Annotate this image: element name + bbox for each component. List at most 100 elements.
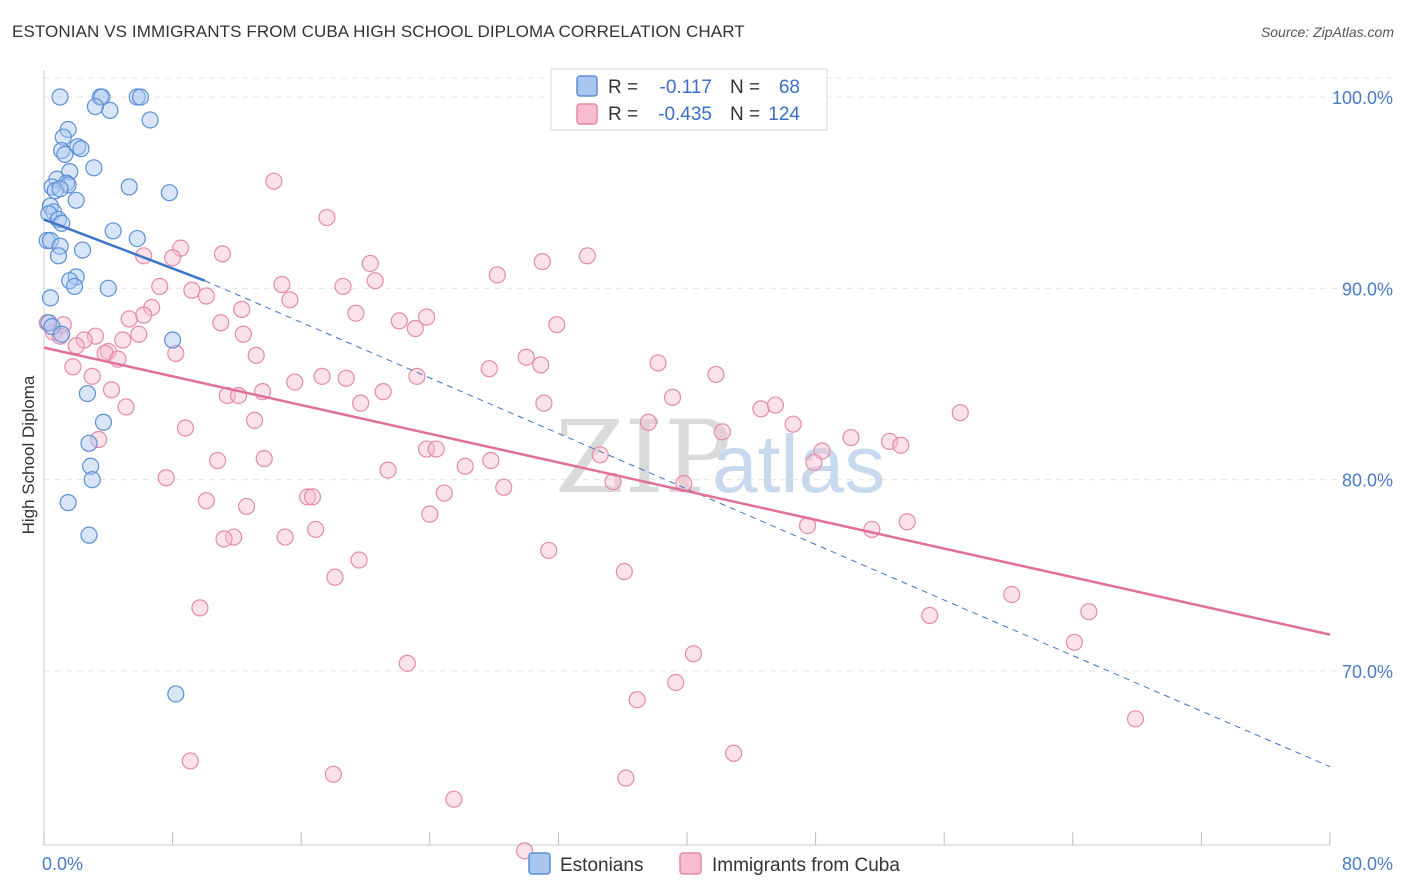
cuba-point-18 xyxy=(135,306,153,324)
cuba-point-113 xyxy=(628,691,646,709)
cuba-point-39 xyxy=(167,344,185,362)
cuba-point-22 xyxy=(390,312,408,330)
cuba-point-108 xyxy=(921,606,939,625)
estonians-point-51 xyxy=(59,494,77,512)
estonians-point-53 xyxy=(167,685,185,703)
estonians-point-41 xyxy=(41,289,60,307)
estonians-point-44 xyxy=(53,325,71,343)
cuba-point-10 xyxy=(273,275,291,294)
cuba-point-63 xyxy=(951,404,969,422)
cuba-point-6 xyxy=(361,254,379,273)
cuba-point-8 xyxy=(578,247,596,265)
series-estonians xyxy=(38,88,185,703)
estonians-point-39 xyxy=(65,277,84,296)
cuba-point-71 xyxy=(842,428,860,447)
y-tick-label-100: 100.0% xyxy=(1332,88,1393,108)
cuba-point-117 xyxy=(324,765,342,783)
estonians-point-13 xyxy=(72,140,90,158)
cuba-point-19 xyxy=(212,314,230,332)
cuba-point-84 xyxy=(157,469,175,487)
legend-n-label-1: N = xyxy=(730,77,760,98)
estonians-point-7 xyxy=(141,111,159,129)
cuba-point-50 xyxy=(337,369,355,387)
cuba-point-62 xyxy=(766,396,785,414)
cuba-point-97 xyxy=(863,520,881,539)
cuba-point-3 xyxy=(213,245,232,263)
estonians-point-47 xyxy=(94,413,113,431)
estonians-point-0 xyxy=(51,88,69,106)
cuba-point-24 xyxy=(417,308,436,326)
cuba-point-104 xyxy=(326,568,344,586)
cuba-point-5 xyxy=(164,249,182,267)
cuba-point-57 xyxy=(374,383,392,401)
cuba-point-107 xyxy=(1080,603,1098,621)
cuba-point-43 xyxy=(532,356,550,374)
estonians-point-14 xyxy=(85,159,103,177)
cuba-point-95 xyxy=(898,513,916,531)
legend-swatch-cuba xyxy=(576,103,598,125)
trend-lines xyxy=(43,218,1331,768)
watermark-zip: ZIP xyxy=(555,399,731,516)
series-immigrants-from-cuba xyxy=(38,172,1145,860)
legend-swatch-estonians xyxy=(576,75,598,97)
x-axis-ticks xyxy=(43,832,1331,845)
cuba-point-88 xyxy=(299,488,317,506)
cuba-point-49 xyxy=(313,367,331,385)
bottom-legend: Estonians Immigrants from Cuba xyxy=(528,852,900,876)
cuba-point-106 xyxy=(191,599,209,617)
estonians-point-36 xyxy=(49,247,68,265)
cuba-point-76 xyxy=(427,440,445,458)
cuba-point-35 xyxy=(114,331,132,349)
cuba-point-7 xyxy=(533,252,551,271)
cuba-point-34 xyxy=(234,325,252,343)
cuba-point-79 xyxy=(209,451,227,470)
cuba-point-100 xyxy=(276,528,294,546)
cuba-point-105 xyxy=(1003,585,1021,604)
cuba-point-77 xyxy=(591,446,609,464)
legend-r-value-estonians: -0.117 xyxy=(660,77,712,98)
estonians-point-4 xyxy=(131,88,150,106)
cuba-point-53 xyxy=(102,381,121,399)
bottom-legend-swatch-estonians xyxy=(528,852,551,875)
cuba-point-82 xyxy=(805,453,823,472)
bottom-legend-label-cuba: Immigrants from Cuba xyxy=(712,855,900,876)
cuba-point-16 xyxy=(281,291,299,309)
cuba-point-11 xyxy=(334,277,352,296)
cuba-point-102 xyxy=(350,551,368,569)
y-tick-labels: 70.0% 80.0% 90.0% 100.0% xyxy=(1332,88,1393,682)
cuba-point-116 xyxy=(181,752,199,770)
y-tick-label-80: 80.0% xyxy=(1342,471,1393,491)
source-credit: Source: ZipAtlas.com xyxy=(1260,24,1394,40)
bottom-legend-swatch-cuba xyxy=(679,852,702,875)
estonians-point-48 xyxy=(80,434,98,452)
cuba-point-25 xyxy=(120,310,138,328)
estonians-point-9 xyxy=(54,128,72,146)
estonians-point-2 xyxy=(93,88,111,106)
legend-r-label-2: R = xyxy=(608,104,638,125)
legend-n-value-cuba: 124 xyxy=(768,104,800,125)
watermark: ZIP atlas xyxy=(555,399,885,516)
estonians-point-50 xyxy=(83,471,101,489)
legend-n-label-2: N = xyxy=(730,104,760,125)
trend-line-cuba xyxy=(43,346,1331,636)
cuba-point-109 xyxy=(1065,633,1084,651)
trend-line-estonians xyxy=(43,218,206,282)
cuba-point-23 xyxy=(406,319,424,338)
cuba-point-1 xyxy=(318,208,336,227)
estonians-point-31 xyxy=(128,229,146,248)
cuba-point-42 xyxy=(517,348,535,366)
cuba-point-48 xyxy=(408,367,426,385)
cuba-point-83 xyxy=(379,461,397,479)
cuba-point-40 xyxy=(247,346,265,364)
cuba-point-69 xyxy=(713,423,731,441)
cuba-point-111 xyxy=(398,654,416,672)
cuba-point-68 xyxy=(176,419,195,437)
cuba-point-46 xyxy=(649,354,667,372)
estonians-point-23 xyxy=(160,184,178,202)
cuba-point-103 xyxy=(615,562,633,581)
cuba-point-12 xyxy=(366,272,384,290)
cuba-point-112 xyxy=(667,673,685,692)
cuba-point-59 xyxy=(535,394,553,412)
cuba-point-96 xyxy=(307,520,325,539)
cuba-point-33 xyxy=(130,325,148,343)
